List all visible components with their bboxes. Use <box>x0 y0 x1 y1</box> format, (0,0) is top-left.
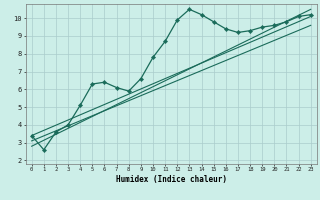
X-axis label: Humidex (Indice chaleur): Humidex (Indice chaleur) <box>116 175 227 184</box>
